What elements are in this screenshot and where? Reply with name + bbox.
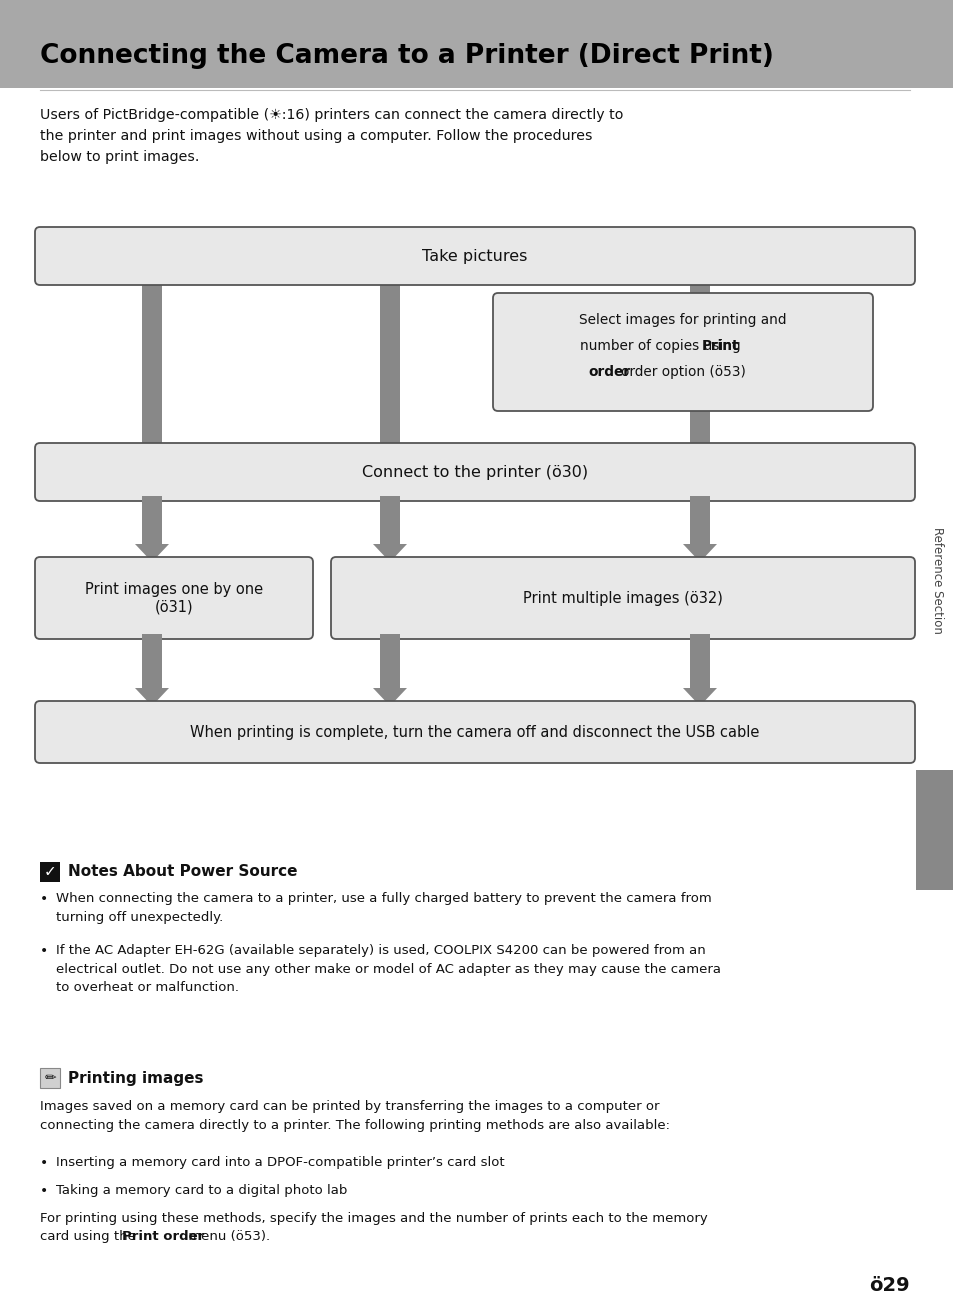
Text: Print: Print <box>701 339 739 353</box>
Bar <box>0 0 953 88</box>
Text: number of copies using: number of copies using <box>579 339 785 353</box>
Polygon shape <box>682 544 717 562</box>
Text: When connecting the camera to a printer, use a fully charged battery to prevent : When connecting the camera to a printer,… <box>56 892 711 924</box>
Text: When printing is complete, turn the camera off and disconnect the USB cable: When printing is complete, turn the came… <box>190 724 759 740</box>
Text: order option (ö53): order option (ö53) <box>619 365 744 378</box>
Text: •: • <box>40 943 49 958</box>
Text: ö29: ö29 <box>868 1276 909 1296</box>
Bar <box>689 406 709 448</box>
Text: •: • <box>40 1156 49 1169</box>
FancyBboxPatch shape <box>35 443 914 501</box>
FancyBboxPatch shape <box>35 557 313 639</box>
Text: For printing using these methods, specify the images and the number of prints ea: For printing using these methods, specif… <box>40 1212 707 1225</box>
Text: card using the: card using the <box>40 1230 140 1243</box>
Polygon shape <box>135 544 169 562</box>
Text: •: • <box>40 892 49 905</box>
Text: ✏: ✏ <box>44 1071 56 1085</box>
Text: •: • <box>40 1184 49 1198</box>
Bar <box>915 770 953 890</box>
Bar <box>689 633 709 689</box>
Text: Select images for printing and: Select images for printing and <box>578 313 786 327</box>
Text: Connecting the Camera to a Printer (Direct Print): Connecting the Camera to a Printer (Dire… <box>40 43 773 70</box>
Text: Print multiple images (ö32): Print multiple images (ö32) <box>522 590 722 606</box>
Text: Inserting a memory card into a DPOF-compatible printer’s card slot: Inserting a memory card into a DPOF-comp… <box>56 1156 504 1169</box>
Text: Take pictures: Take pictures <box>422 248 527 264</box>
Text: order: order <box>587 365 629 378</box>
Polygon shape <box>373 544 407 562</box>
Bar <box>40 1068 60 1088</box>
Text: Print order: Print order <box>122 1230 204 1243</box>
Text: ✓: ✓ <box>44 865 56 879</box>
Text: Print images one by one
(ö31): Print images one by one (ö31) <box>85 582 263 614</box>
FancyBboxPatch shape <box>35 227 914 285</box>
Text: If the AC Adapter EH-62G (available separately) is used, COOLPIX S4200 can be po: If the AC Adapter EH-62G (available sepa… <box>56 943 720 993</box>
FancyBboxPatch shape <box>35 700 914 763</box>
Polygon shape <box>135 689 169 706</box>
Bar <box>142 280 162 448</box>
Text: Users of PictBridge-compatible (☀:16) printers can connect the camera directly t: Users of PictBridge-compatible (☀:16) pr… <box>40 108 622 164</box>
Text: Notes About Power Source: Notes About Power Source <box>68 865 297 879</box>
Bar <box>142 495 162 544</box>
Text: Reference Section: Reference Section <box>930 527 943 633</box>
Text: Printing images: Printing images <box>68 1071 203 1085</box>
Text: Connect to the printer (ö30): Connect to the printer (ö30) <box>361 465 587 480</box>
Bar <box>689 280 709 298</box>
Bar <box>379 280 399 448</box>
Bar <box>40 862 60 882</box>
Bar <box>379 633 399 689</box>
Polygon shape <box>682 689 717 706</box>
Text: Images saved on a memory card can be printed by transferring the images to a com: Images saved on a memory card can be pri… <box>40 1100 669 1131</box>
Text: Taking a memory card to a digital photo lab: Taking a memory card to a digital photo … <box>56 1184 347 1197</box>
Polygon shape <box>373 689 407 706</box>
Bar <box>142 633 162 689</box>
Bar <box>379 495 399 544</box>
Text: menu (ö53).: menu (ö53). <box>184 1230 270 1243</box>
FancyBboxPatch shape <box>331 557 914 639</box>
FancyBboxPatch shape <box>493 293 872 411</box>
Bar <box>689 495 709 544</box>
